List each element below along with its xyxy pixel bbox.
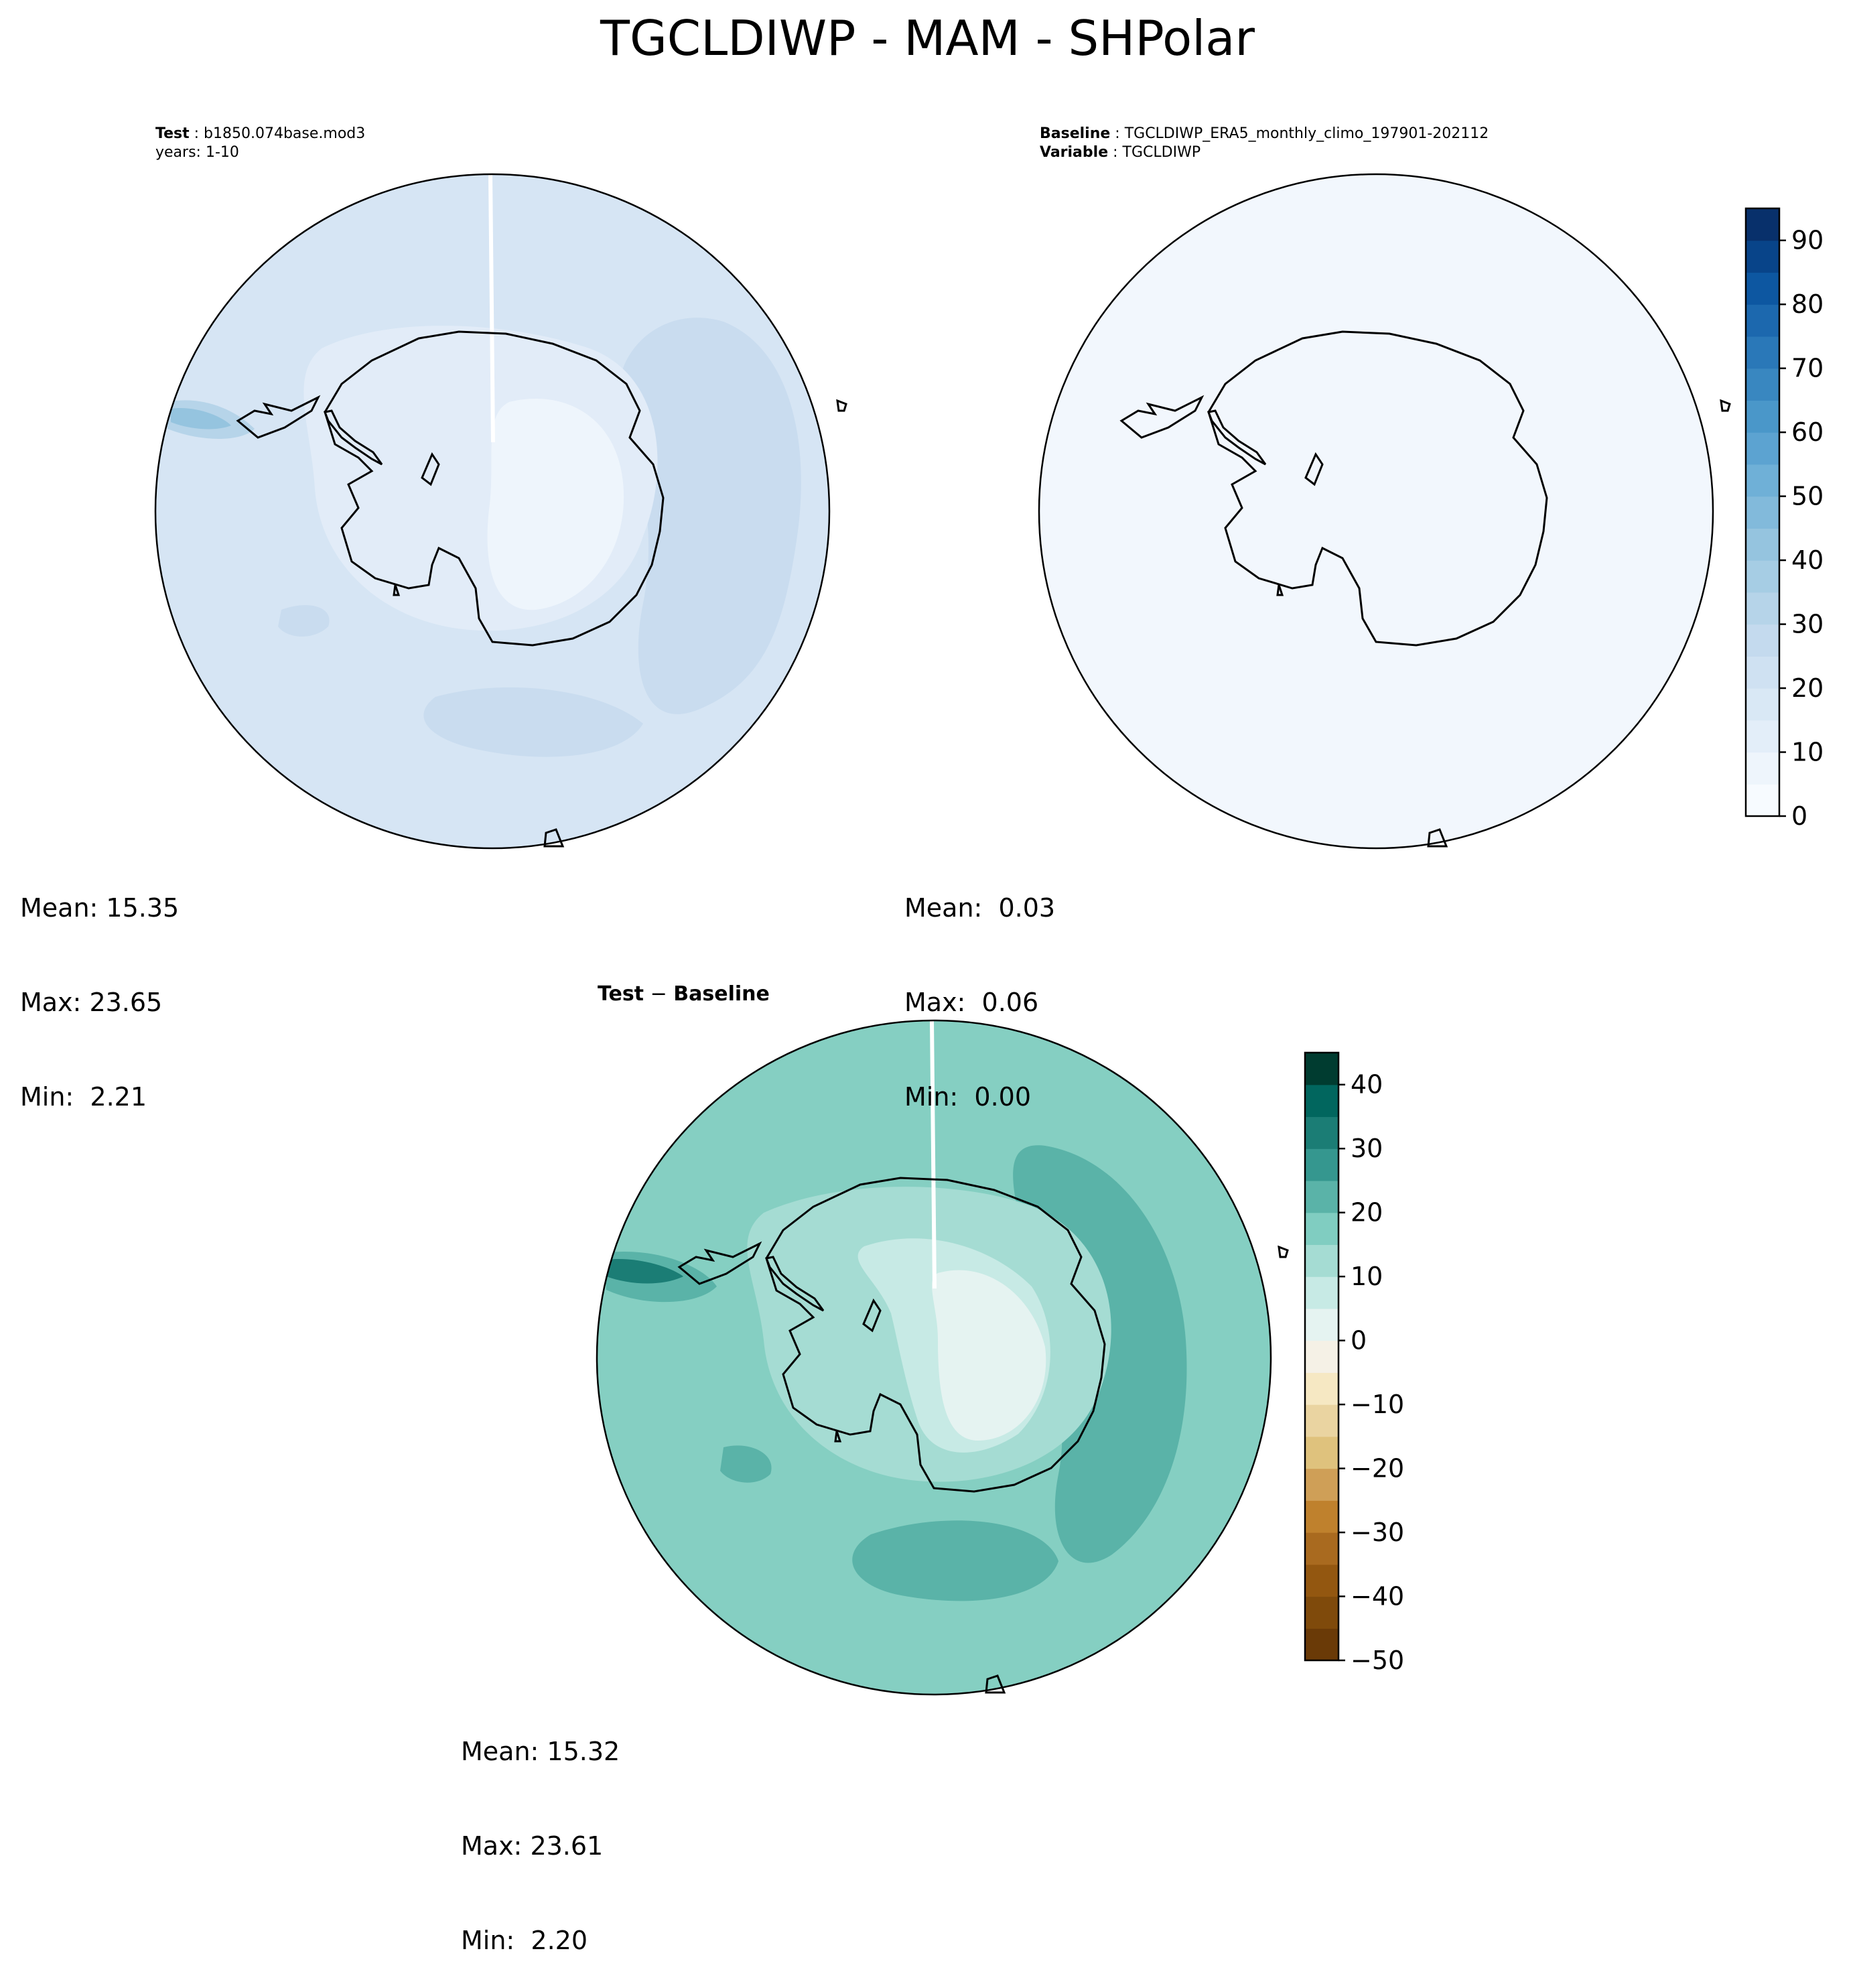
colorbar-diff-tick-label: 40 bbox=[1351, 1070, 1383, 1100]
colorbar-diff-level-15 bbox=[1305, 1148, 1338, 1181]
colorbar-main-tick-label: 80 bbox=[1791, 289, 1824, 319]
colorbar-main-level-14 bbox=[1746, 336, 1779, 369]
colorbar-main-level-0 bbox=[1746, 784, 1779, 817]
colorbar-diff-tick-label: 10 bbox=[1351, 1262, 1383, 1291]
diff-mean: Mean: 15.32 bbox=[461, 1737, 620, 1766]
colorbar-main-level-6 bbox=[1746, 592, 1779, 625]
test-years: years: 1-10 bbox=[155, 144, 239, 161]
diff-map bbox=[596, 1019, 1289, 1696]
colorbar-main-tick-label: 40 bbox=[1791, 545, 1824, 575]
baseline-variable-value: TGCLDIWP bbox=[1122, 144, 1201, 161]
colorbar-main-level-15 bbox=[1746, 304, 1779, 337]
baseline-label-key: Baseline bbox=[1040, 125, 1111, 142]
colorbar-main-tick-label: 60 bbox=[1791, 417, 1824, 447]
colorbar-main-level-18 bbox=[1746, 208, 1779, 241]
baseline-label-value: TGCLDIWP_ERA5_monthly_climo_197901-20211… bbox=[1124, 125, 1489, 142]
colorbar-main-level-12 bbox=[1746, 400, 1779, 433]
colorbar-diff-tick-label: 20 bbox=[1351, 1198, 1383, 1228]
baseline-variable-key: Variable bbox=[1040, 144, 1109, 161]
colorbar-main-level-1 bbox=[1746, 752, 1779, 785]
baseline-map bbox=[1038, 173, 1731, 850]
colorbar-diff-level-11 bbox=[1305, 1276, 1338, 1309]
diff-max: Max: 23.61 bbox=[461, 1831, 604, 1861]
test-label-key: Test bbox=[155, 125, 190, 142]
colorbar-diff-level-18 bbox=[1305, 1053, 1338, 1085]
diff-stats: Mean: 15.32 Max: 23.61 Min: 2.20 bbox=[461, 1673, 620, 1988]
colorbar-main-tick-label: 20 bbox=[1791, 673, 1824, 703]
colorbar-main-level-17 bbox=[1746, 240, 1779, 273]
colorbar-diff-level-4 bbox=[1305, 1500, 1338, 1533]
colorbar-diff-border bbox=[1304, 1051, 1340, 1662]
colorbar-main-level-3 bbox=[1746, 688, 1779, 721]
figure-title: TGCLDIWP - MAM - SHPolar bbox=[600, 10, 1255, 66]
test-header: Test : b1850.074base.mod3 years: 1-10 bbox=[155, 125, 366, 161]
colorbar-diff-tick-label: −30 bbox=[1351, 1518, 1404, 1547]
diff-min: Min: 2.20 bbox=[461, 1926, 588, 1955]
test-map bbox=[154, 173, 847, 850]
colorbar-main-tick-label: 10 bbox=[1791, 738, 1824, 767]
diff-title-baseline: Baseline bbox=[673, 982, 770, 1006]
colorbar-diff-tick-label: −20 bbox=[1351, 1454, 1404, 1483]
colorbar-main-level-10 bbox=[1746, 464, 1779, 497]
colorbar-main-level-2 bbox=[1746, 720, 1779, 753]
colorbar-diff-level-1 bbox=[1305, 1596, 1338, 1629]
colorbar-main-level-5 bbox=[1746, 624, 1779, 657]
colorbar-main-level-16 bbox=[1746, 272, 1779, 305]
colorbar-main-tick-label: 30 bbox=[1791, 610, 1824, 639]
baseline-stats: Mean: 0.03 Max: 0.06 Min: 0.00 bbox=[904, 830, 1055, 1144]
diff-title-test: Test bbox=[598, 982, 644, 1006]
test-stats: Mean: 15.35 Max: 23.65 Min: 2.21 bbox=[20, 830, 179, 1144]
colorbar-diff-level-17 bbox=[1305, 1084, 1338, 1118]
test-label-value: b1850.074base.mod3 bbox=[204, 125, 366, 142]
colorbar-main-tick-label: 90 bbox=[1791, 226, 1824, 255]
colorbar-diff-level-5 bbox=[1305, 1468, 1338, 1501]
colorbar-diff-level-6 bbox=[1305, 1436, 1338, 1469]
colorbar-diff-level-0 bbox=[1305, 1628, 1338, 1661]
colorbar-diff: −50 −40 −30 −20 −10 0 10 20 30 40 bbox=[1304, 1051, 1404, 1675]
colorbar-diff-level-16 bbox=[1305, 1116, 1338, 1149]
colorbar-diff-level-12 bbox=[1305, 1244, 1338, 1277]
colorbar-diff-level-13 bbox=[1305, 1212, 1338, 1246]
test-min: Min: 2.21 bbox=[20, 1082, 147, 1112]
colorbar-main-level-13 bbox=[1746, 368, 1779, 401]
colorbar-diff-tick-label: −40 bbox=[1351, 1582, 1404, 1611]
colorbar-main-tick-label: 70 bbox=[1791, 354, 1824, 383]
baseline-max: Max: 0.06 bbox=[904, 988, 1039, 1017]
colorbar-main-border bbox=[1744, 207, 1781, 817]
colorbar-diff-tick-label: 0 bbox=[1351, 1326, 1367, 1355]
colorbar-main-level-9 bbox=[1746, 496, 1779, 529]
diff-title: Test − Baseline bbox=[598, 982, 770, 1006]
colorbar-main-level-8 bbox=[1746, 528, 1779, 561]
test-max: Max: 23.65 bbox=[20, 988, 163, 1017]
colorbar-main-level-7 bbox=[1746, 560, 1779, 593]
colorbar-main-tick-label: 50 bbox=[1791, 482, 1824, 511]
colorbar-main: 0 10 20 30 40 50 60 70 80 90 bbox=[1744, 207, 1824, 831]
baseline-min: Min: 0.00 bbox=[904, 1082, 1031, 1112]
baseline-header: Baseline : TGCLDIWP_ERA5_monthly_climo_1… bbox=[1040, 125, 1489, 161]
colorbar-diff-level-3 bbox=[1305, 1532, 1338, 1565]
colorbar-diff-level-7 bbox=[1305, 1404, 1338, 1437]
colorbar-main-level-11 bbox=[1746, 432, 1779, 465]
test-mean: Mean: 15.35 bbox=[20, 893, 180, 923]
colorbar-diff-tick-label: 30 bbox=[1351, 1134, 1383, 1163]
colorbar-main-level-4 bbox=[1746, 656, 1779, 689]
baseline-mean: Mean: 0.03 bbox=[904, 893, 1056, 923]
colorbar-diff-level-2 bbox=[1305, 1564, 1338, 1597]
colorbar-main-tick-label: 0 bbox=[1791, 801, 1807, 831]
colorbar-diff-level-9 bbox=[1305, 1340, 1338, 1373]
colorbar-diff-level-8 bbox=[1305, 1372, 1338, 1405]
colorbar-diff-level-14 bbox=[1305, 1180, 1338, 1213]
colorbar-diff-tick-label: −50 bbox=[1351, 1646, 1404, 1675]
colorbar-diff-level-10 bbox=[1305, 1308, 1338, 1341]
diff-title-sep: − bbox=[644, 982, 674, 1006]
colorbar-diff-tick-label: −10 bbox=[1351, 1390, 1404, 1419]
